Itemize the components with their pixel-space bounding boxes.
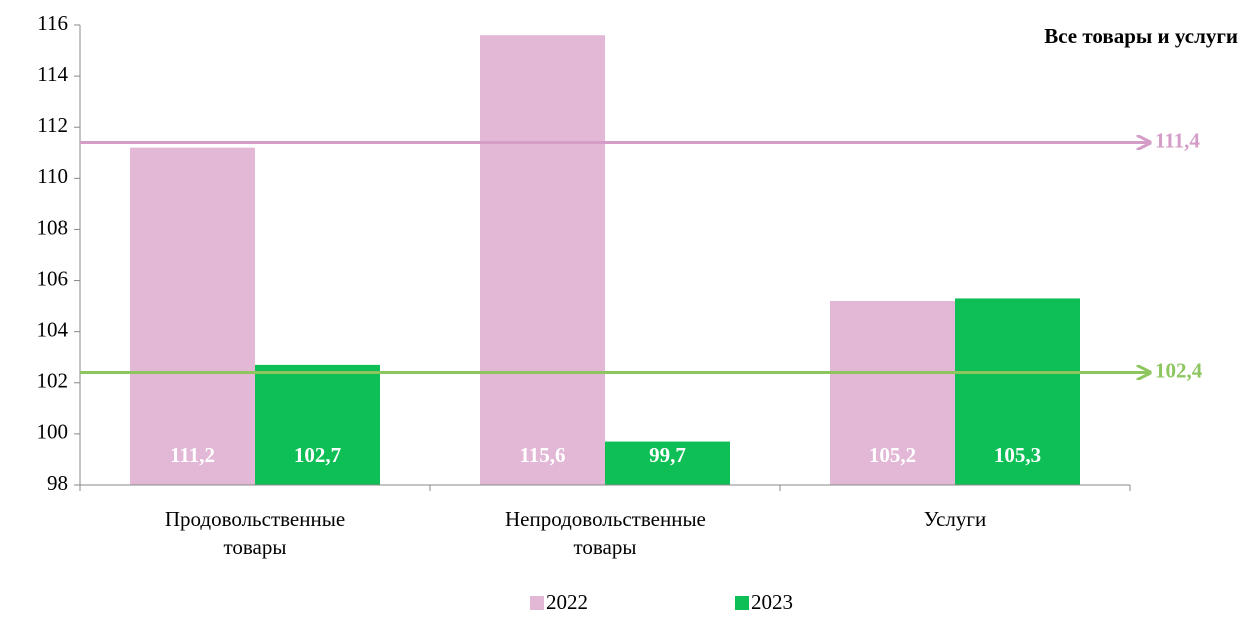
y-tick-label: 116 [37,11,68,35]
value-label: 105,2 [869,443,916,467]
legend-label: 2023 [751,590,793,614]
bar [830,301,955,485]
y-tick-label: 102 [37,369,69,393]
bar [130,147,255,485]
bar [480,35,605,485]
y-tick-label: 114 [37,62,68,86]
value-label: 102,7 [294,443,341,467]
legend-label: 2022 [546,590,588,614]
bar [955,298,1080,485]
y-tick-label: 110 [37,164,68,188]
x-tick-label: Услуги [923,507,987,531]
y-tick-label: 106 [37,266,69,290]
value-label: 115,6 [519,443,565,467]
y-tick-label: 112 [37,113,68,137]
value-label: 105,3 [994,443,1041,467]
legend-swatch [530,596,544,610]
bar [255,364,380,485]
y-tick-label: 108 [37,215,69,239]
x-tick-label: Непродовольственные товары [505,507,706,559]
chart-title: Все товары и услуги [1044,24,1238,48]
y-tick-label: 104 [37,317,69,341]
y-tick-label: 98 [47,471,68,495]
reference-label: 111,4 [1155,128,1200,152]
x-tick-label: Продовольственные товары [164,507,346,559]
value-label: 111,2 [170,443,215,467]
value-label: 99,7 [649,443,686,467]
bar [605,441,730,485]
y-tick-label: 100 [37,420,69,444]
legend-swatch [735,596,749,610]
reference-label: 102,4 [1155,358,1203,382]
